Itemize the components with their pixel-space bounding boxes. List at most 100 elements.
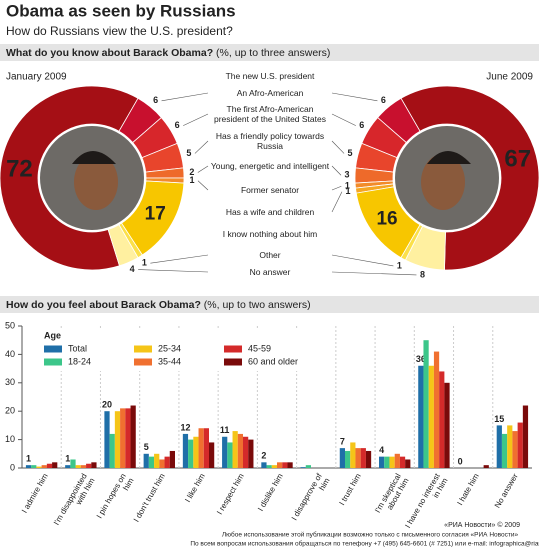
bar <box>91 462 97 468</box>
question-1: What do you know about Barack Obama? (%,… <box>6 47 330 59</box>
value-label: 12 <box>180 422 190 432</box>
question-band <box>0 296 539 313</box>
bar <box>209 442 215 468</box>
photo-face <box>74 154 118 210</box>
question-band <box>0 44 539 61</box>
question-2-note: (%, up to two answers) <box>204 299 311 311</box>
value-label: 7 <box>340 436 345 446</box>
question-2: How do you feel about Barack Obama? (%, … <box>6 299 311 311</box>
footer-line: Любое использование этой публикации возм… <box>222 531 519 539</box>
bar <box>86 463 92 468</box>
bar <box>164 456 170 468</box>
category-label: Has a wife and children <box>225 207 315 217</box>
bar <box>345 450 351 468</box>
bar <box>389 456 395 468</box>
category-label: I know nothing about him <box>222 229 318 239</box>
y-tick-label: 0 <box>10 462 15 472</box>
bar <box>248 439 254 468</box>
value-label: 6 <box>153 95 158 105</box>
bar <box>70 459 76 468</box>
bar <box>261 462 267 468</box>
photo-hair <box>72 151 116 164</box>
bar <box>237 433 243 468</box>
value-label: 4 <box>379 445 384 455</box>
leader-line <box>161 92 209 102</box>
value-label: 1 <box>142 258 147 268</box>
bar <box>266 465 272 468</box>
value-label: 2 <box>261 451 266 461</box>
series-label: January 2009 <box>6 72 67 83</box>
value-label: 67 <box>504 145 531 172</box>
bar <box>159 459 165 468</box>
value-label: 20 <box>102 400 112 410</box>
value-label: 8 <box>420 269 425 279</box>
bar <box>41 465 47 468</box>
bar <box>120 408 126 468</box>
legend-swatch <box>134 358 152 366</box>
bar <box>75 465 81 468</box>
legend-label: 35-44 <box>158 356 181 366</box>
photo-hair <box>427 151 471 164</box>
donut-segment <box>404 225 446 271</box>
value-label: 5 <box>144 442 149 452</box>
title: Obama as seen by Russians <box>6 1 236 20</box>
bar <box>496 425 502 468</box>
legend-label: Total <box>68 343 87 353</box>
footer-line: По всем вопросам использования обращатьс… <box>190 540 539 548</box>
donut-segment <box>107 224 139 267</box>
bar <box>46 463 53 468</box>
value-label: 17 <box>145 204 166 225</box>
bar <box>52 462 58 468</box>
bar <box>222 436 228 468</box>
value-label: 5 <box>186 148 191 158</box>
leader-line <box>331 165 342 176</box>
bar <box>483 465 489 468</box>
bar <box>444 382 450 468</box>
bar <box>428 365 434 468</box>
bar <box>143 453 149 468</box>
bar <box>300 467 306 468</box>
y-tick-label: 50 <box>5 320 15 330</box>
bar <box>355 448 361 468</box>
series-label: June 2009 <box>486 72 533 83</box>
category-label: Other <box>259 250 281 260</box>
bar <box>433 351 440 468</box>
bar <box>65 465 71 468</box>
category-label: Has a friendly policy towards Russia <box>215 131 325 151</box>
bar <box>384 456 390 468</box>
value-label: 1 <box>65 454 70 464</box>
legend-swatch <box>44 345 62 353</box>
bar <box>517 422 523 468</box>
leader-line <box>331 254 394 267</box>
bar <box>36 466 42 468</box>
leader-line <box>331 113 356 126</box>
bar <box>394 453 400 468</box>
bar <box>182 433 189 468</box>
bar <box>305 465 311 468</box>
bar <box>339 448 345 468</box>
donut-segment <box>400 85 539 271</box>
bar <box>512 431 518 468</box>
value-label: 4 <box>130 264 135 274</box>
leader-line <box>331 191 343 213</box>
leader-line <box>183 113 209 126</box>
value-label: 3 <box>345 170 350 180</box>
value-label: 72 <box>6 155 33 182</box>
value-label: 6 <box>175 120 180 130</box>
value-label: 36 <box>416 354 426 364</box>
value-label: 2 <box>189 167 194 177</box>
y-tick-label: 30 <box>5 377 15 387</box>
value-label: 1 <box>26 454 31 464</box>
bar <box>31 465 37 468</box>
bar <box>130 405 136 468</box>
copyright: «РИА Новости» © 2009 <box>444 521 520 529</box>
bar <box>439 371 445 468</box>
leader-line <box>197 165 209 173</box>
y-tick-label: 20 <box>5 406 15 416</box>
bar <box>80 465 87 468</box>
bar <box>405 459 411 468</box>
legend-box <box>36 329 304 371</box>
bar <box>198 428 204 468</box>
value-label: 1 <box>189 175 194 185</box>
